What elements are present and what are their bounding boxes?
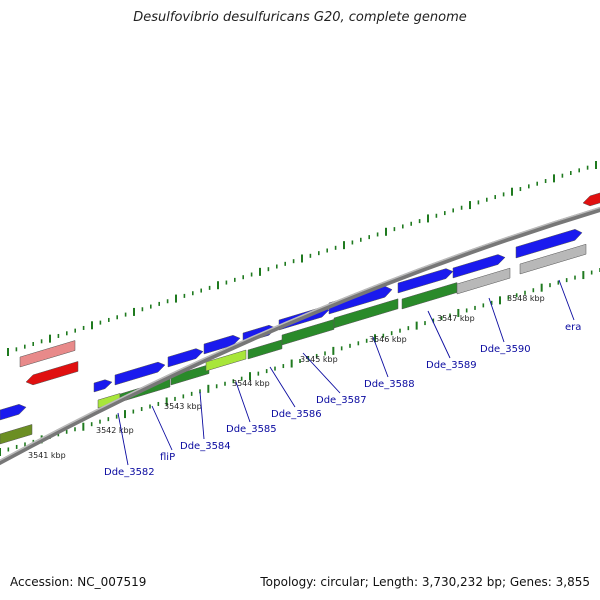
cds-feature[interactable] xyxy=(456,267,511,295)
cds-feature[interactable] xyxy=(170,364,210,386)
map-title: Desulfovibrio desulfuricans G20, complet… xyxy=(133,10,467,25)
gene-label[interactable]: Dde_3589 xyxy=(426,360,477,371)
kbp-tick-label: 3547 kbp xyxy=(437,314,475,323)
kbp-tick-label: 3544 kbp xyxy=(232,379,270,388)
inner-tick-row xyxy=(0,268,600,456)
gene-label[interactable]: Dde_3584 xyxy=(180,441,231,452)
kbp-tick-label: 3546 kbp xyxy=(369,335,407,344)
gene-leader-line xyxy=(117,412,129,466)
forward-gene[interactable] xyxy=(0,404,27,421)
cds-feature[interactable] xyxy=(519,243,587,275)
backbone-line xyxy=(0,206,600,466)
reverse-gene[interactable] xyxy=(582,191,600,207)
gene-label[interactable]: fliP xyxy=(160,452,175,463)
forward-gene[interactable] xyxy=(397,268,454,294)
gene-leader-line xyxy=(427,310,451,359)
cds-feature[interactable] xyxy=(205,349,247,372)
forward-gene[interactable] xyxy=(114,361,166,386)
gene-leader-line xyxy=(302,352,341,394)
gene-leader-line xyxy=(235,381,251,423)
genome-backbone xyxy=(0,206,600,466)
kbp-tick-label: 3543 kbp xyxy=(164,402,202,411)
gene-leader-line xyxy=(372,336,389,378)
gene-leader-line xyxy=(151,405,173,451)
gene-leader-line xyxy=(558,279,575,321)
forward-gene[interactable] xyxy=(515,229,583,259)
feature-track xyxy=(0,191,600,445)
gene-leader-line xyxy=(488,297,505,343)
gene-label[interactable]: Dde_3585 xyxy=(226,424,277,435)
gene-label[interactable]: Dde_3587 xyxy=(316,395,367,406)
cds-feature[interactable] xyxy=(0,424,33,445)
cds-feature[interactable] xyxy=(333,298,399,329)
reverse-gene[interactable] xyxy=(25,361,79,386)
accession-text: Accession: NC_007519 xyxy=(10,575,147,589)
kbp-tick-label: 3545 kbp xyxy=(300,355,338,364)
gene-label[interactable]: Dde_3582 xyxy=(104,467,155,478)
cds-feature[interactable] xyxy=(281,319,335,346)
gene-leader-line xyxy=(269,366,296,408)
kbp-tick-label: 3548 kbp xyxy=(507,294,545,303)
backbone-highlight xyxy=(0,206,600,462)
gene-label[interactable]: Dde_3586 xyxy=(271,409,322,420)
forward-gene[interactable] xyxy=(203,335,241,355)
gene-label[interactable]: Dde_3590 xyxy=(480,344,531,355)
kbp-tick-label: 3542 kbp xyxy=(96,426,134,435)
topology-text: Topology: circular; Length: 3,730,232 bp… xyxy=(260,575,590,589)
forward-gene[interactable] xyxy=(167,348,204,368)
gene-label[interactable]: Dde_3588 xyxy=(364,379,415,390)
forward-gene[interactable] xyxy=(452,254,506,279)
outer-tick-row xyxy=(7,161,597,356)
reverse-gene[interactable] xyxy=(19,340,76,368)
gene-leader-line xyxy=(199,391,205,440)
cds-feature[interactable] xyxy=(247,339,283,360)
gene-label[interactable]: era xyxy=(565,322,581,333)
label-layer: 3541 kbp 3542 kbp 3543 kbp 3544 kbp 3545 kbp… xyxy=(28,279,581,478)
kbp-tick-label: 3541 kbp xyxy=(28,451,66,460)
forward-gene[interactable] xyxy=(93,379,113,393)
